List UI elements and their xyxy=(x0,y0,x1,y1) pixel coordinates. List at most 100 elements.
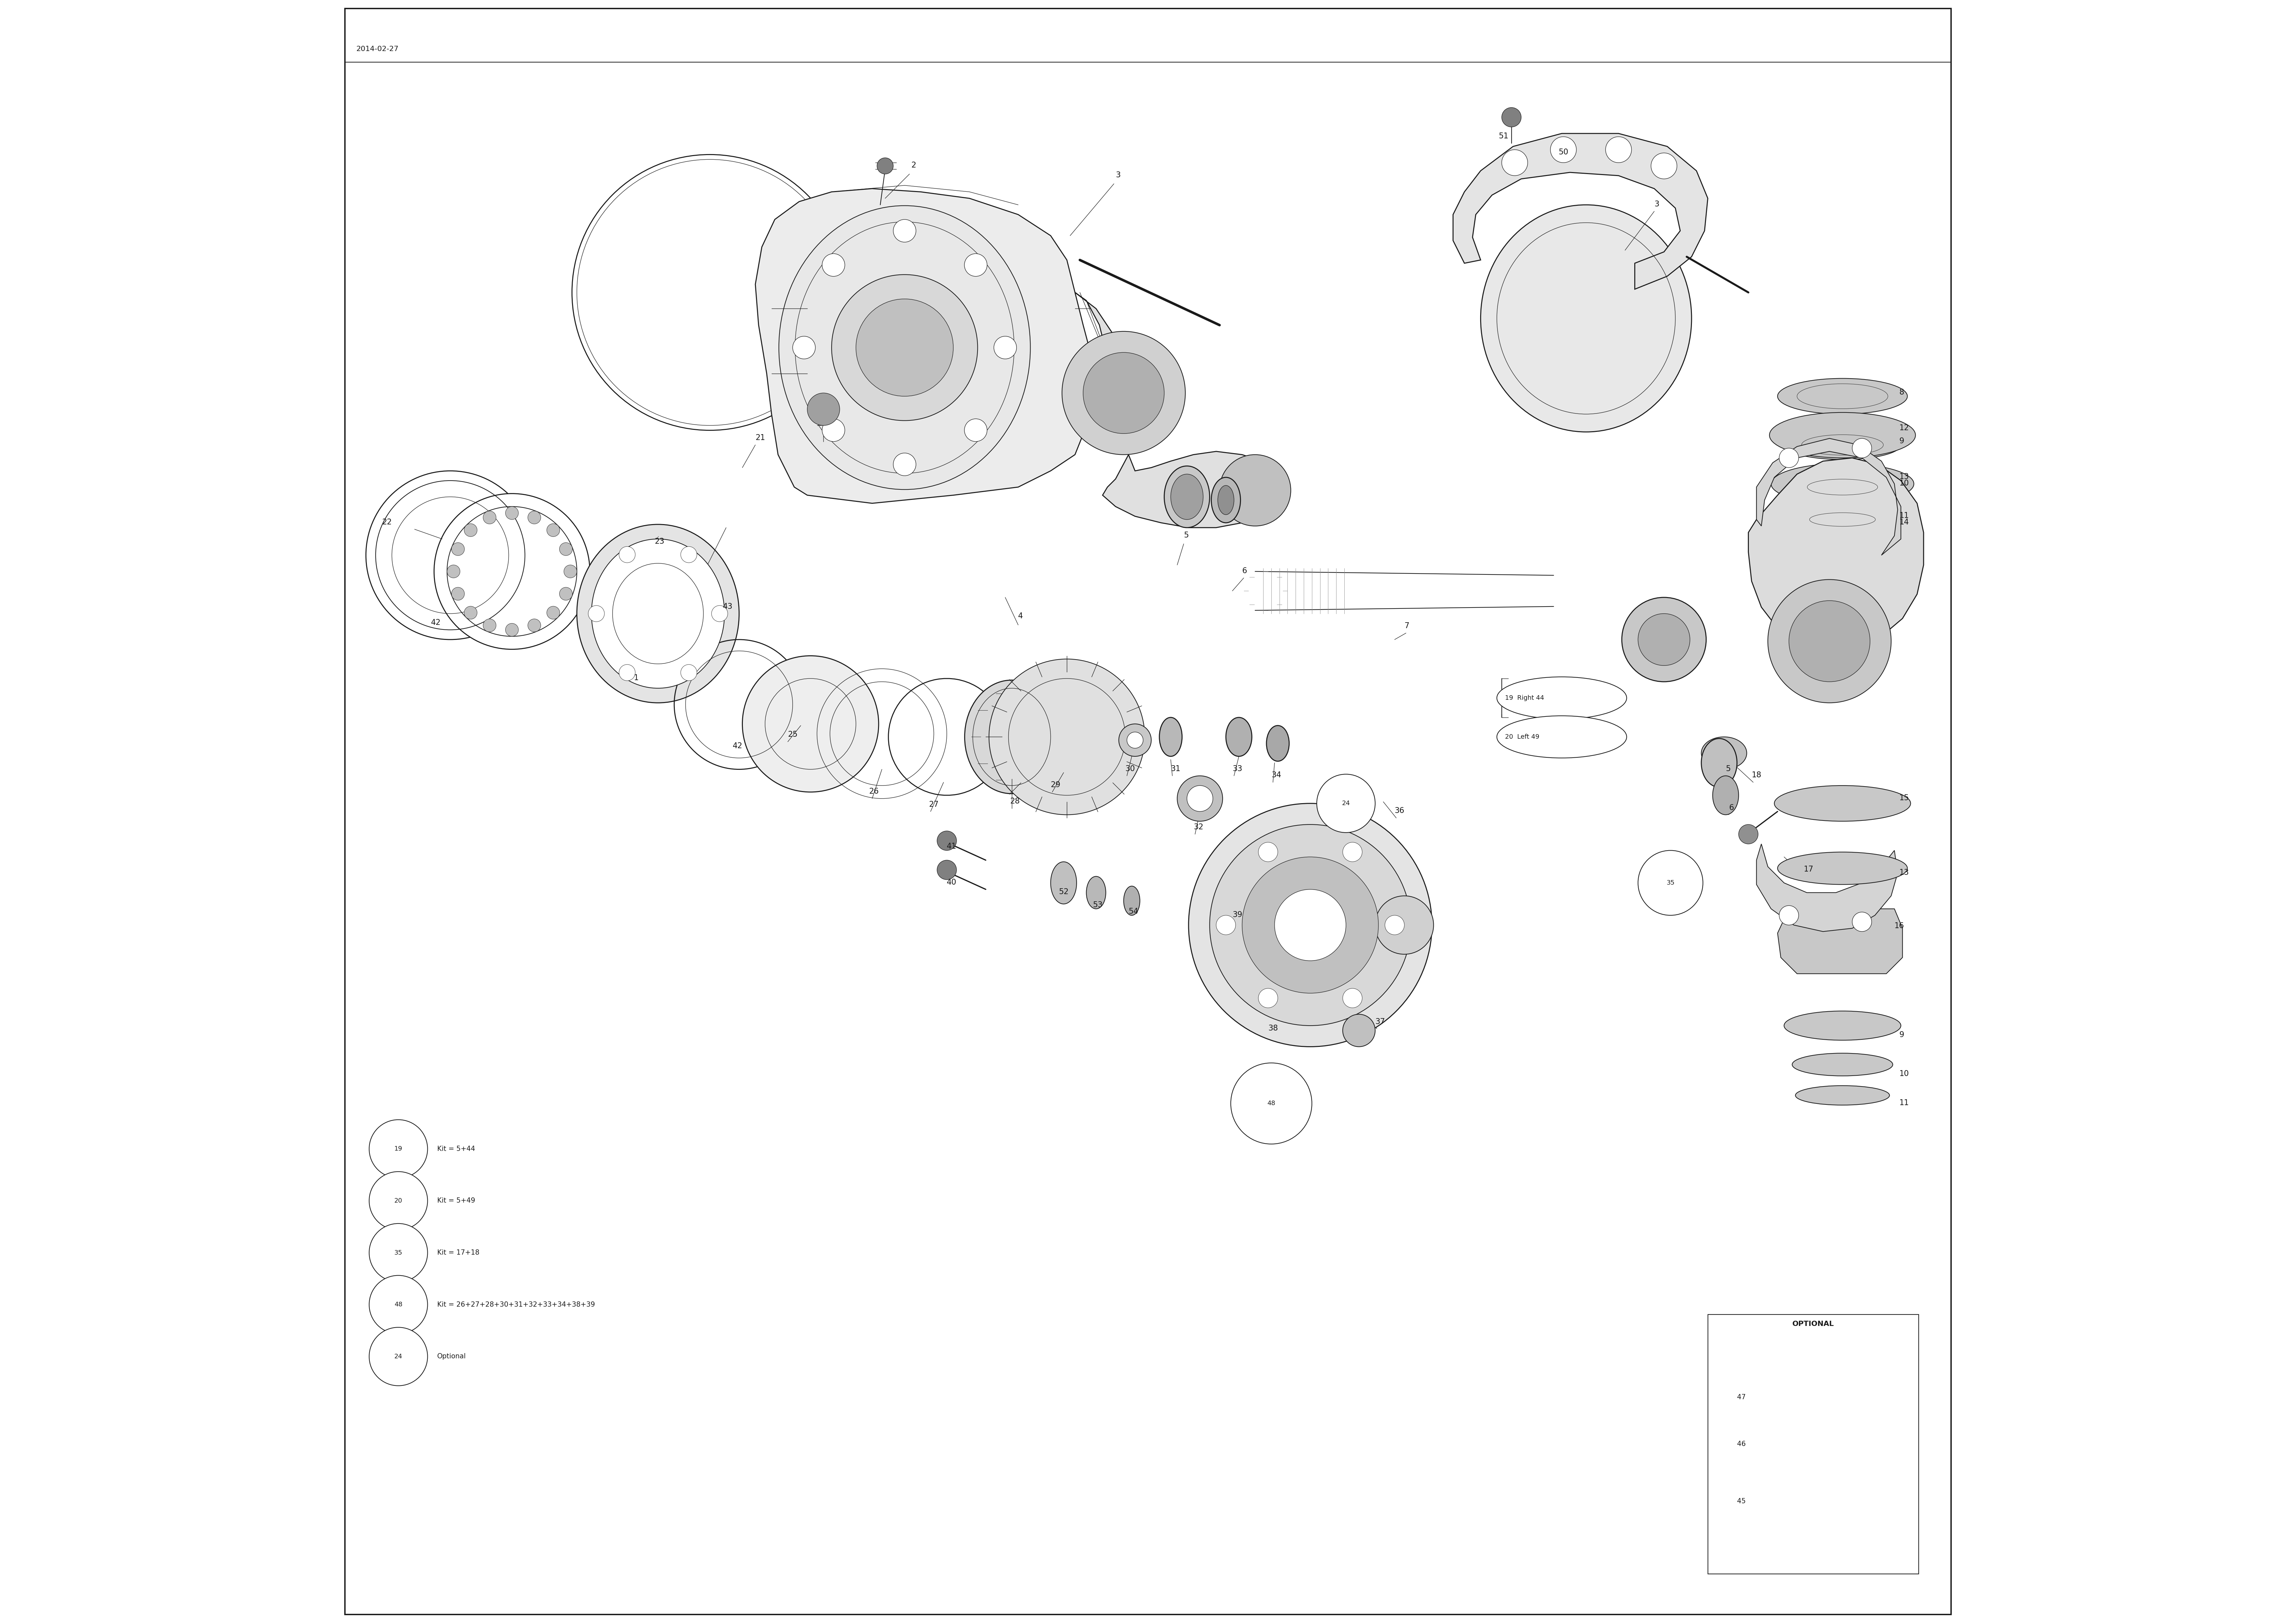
Ellipse shape xyxy=(1793,1053,1892,1076)
Circle shape xyxy=(964,253,987,276)
Ellipse shape xyxy=(1217,485,1233,514)
Text: 42: 42 xyxy=(432,618,441,626)
Ellipse shape xyxy=(1086,876,1107,909)
Circle shape xyxy=(1779,448,1798,467)
Circle shape xyxy=(877,157,893,174)
Text: 5: 5 xyxy=(1185,531,1189,539)
Circle shape xyxy=(560,542,572,555)
Circle shape xyxy=(742,656,879,792)
Circle shape xyxy=(1841,1386,1864,1409)
Ellipse shape xyxy=(1267,725,1288,761)
Text: 3: 3 xyxy=(1116,170,1120,179)
Ellipse shape xyxy=(1701,737,1747,769)
Text: 11: 11 xyxy=(1899,1099,1908,1107)
Text: 2: 2 xyxy=(912,161,916,169)
Circle shape xyxy=(680,547,698,563)
Ellipse shape xyxy=(1212,477,1240,523)
Text: 27: 27 xyxy=(930,800,939,808)
Polygon shape xyxy=(1777,909,1903,974)
Ellipse shape xyxy=(1777,378,1908,414)
Text: 23: 23 xyxy=(654,537,664,545)
Text: OPTIONAL: OPTIONAL xyxy=(1793,1321,1835,1328)
Circle shape xyxy=(1219,454,1290,526)
Text: 42: 42 xyxy=(732,742,742,750)
Text: Kit = 17+18: Kit = 17+18 xyxy=(436,1250,480,1256)
Text: 3: 3 xyxy=(1653,200,1660,208)
Circle shape xyxy=(505,623,519,636)
Text: 26: 26 xyxy=(868,787,879,795)
Text: 48: 48 xyxy=(395,1302,402,1308)
Circle shape xyxy=(1343,1014,1375,1047)
Circle shape xyxy=(464,607,478,620)
Ellipse shape xyxy=(1123,886,1139,915)
Ellipse shape xyxy=(1052,862,1077,904)
Circle shape xyxy=(1779,906,1798,925)
Ellipse shape xyxy=(1497,677,1626,719)
Circle shape xyxy=(1231,1063,1311,1144)
Text: 9: 9 xyxy=(1899,1031,1903,1039)
Circle shape xyxy=(1502,107,1522,127)
Text: 15: 15 xyxy=(1899,794,1908,802)
Circle shape xyxy=(1375,896,1433,954)
Ellipse shape xyxy=(1159,717,1182,756)
Circle shape xyxy=(1217,915,1235,935)
Text: 31: 31 xyxy=(1171,764,1180,773)
Circle shape xyxy=(893,219,916,242)
Circle shape xyxy=(1084,352,1164,433)
Text: 20: 20 xyxy=(395,1198,402,1204)
Text: 54: 54 xyxy=(1130,907,1139,915)
Polygon shape xyxy=(1756,438,1901,555)
Ellipse shape xyxy=(1497,716,1626,758)
Circle shape xyxy=(588,605,604,622)
Ellipse shape xyxy=(1701,738,1738,787)
Text: 6: 6 xyxy=(1242,566,1247,575)
Text: Kit = 5+49: Kit = 5+49 xyxy=(436,1198,475,1204)
Ellipse shape xyxy=(1481,204,1692,432)
Circle shape xyxy=(1258,988,1279,1008)
Text: 35: 35 xyxy=(395,1250,402,1256)
Text: 6: 6 xyxy=(1729,803,1733,812)
Ellipse shape xyxy=(778,206,1031,490)
Ellipse shape xyxy=(1777,511,1908,547)
Text: 16: 16 xyxy=(1894,922,1903,930)
Text: 50: 50 xyxy=(1559,148,1568,156)
Circle shape xyxy=(1789,601,1869,682)
Ellipse shape xyxy=(592,539,726,688)
Ellipse shape xyxy=(1777,852,1908,885)
Text: 24: 24 xyxy=(395,1354,402,1360)
Circle shape xyxy=(1127,732,1143,748)
Text: 10: 10 xyxy=(1899,479,1908,487)
Circle shape xyxy=(1550,136,1577,162)
Circle shape xyxy=(792,336,815,359)
Circle shape xyxy=(994,336,1017,359)
Text: Kit = 5+44: Kit = 5+44 xyxy=(436,1146,475,1152)
Circle shape xyxy=(1768,579,1892,703)
Circle shape xyxy=(482,618,496,631)
Ellipse shape xyxy=(1784,1011,1901,1040)
Text: 13: 13 xyxy=(1899,868,1908,876)
Circle shape xyxy=(893,453,916,476)
Circle shape xyxy=(464,524,478,537)
Text: 24: 24 xyxy=(1341,800,1350,807)
Text: 30: 30 xyxy=(1125,764,1134,773)
Circle shape xyxy=(712,605,728,622)
Circle shape xyxy=(1274,889,1345,961)
Circle shape xyxy=(1242,857,1378,993)
Circle shape xyxy=(964,419,987,441)
Circle shape xyxy=(1258,842,1279,862)
Text: 47: 47 xyxy=(1738,1394,1745,1401)
Circle shape xyxy=(1853,438,1871,458)
Ellipse shape xyxy=(1795,1086,1890,1105)
Circle shape xyxy=(1651,153,1676,179)
Text: 10: 10 xyxy=(1899,1070,1908,1078)
Circle shape xyxy=(370,1224,427,1282)
Polygon shape xyxy=(1747,458,1924,649)
Circle shape xyxy=(1118,724,1150,756)
Text: 8: 8 xyxy=(1899,388,1903,396)
Circle shape xyxy=(1637,850,1704,915)
Circle shape xyxy=(1384,915,1405,935)
Circle shape xyxy=(528,618,542,631)
Circle shape xyxy=(1343,842,1362,862)
Circle shape xyxy=(452,542,464,555)
Text: 52: 52 xyxy=(1058,888,1068,896)
